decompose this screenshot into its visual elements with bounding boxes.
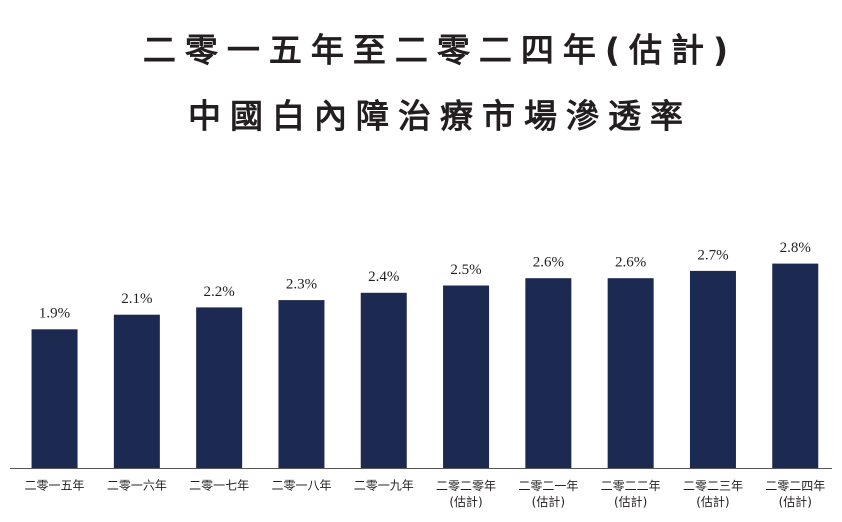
bar	[360, 292, 407, 468]
bar	[689, 270, 736, 468]
x-tick-label: 二零一六年	[107, 479, 167, 493]
bar	[607, 278, 654, 468]
bar	[443, 285, 490, 468]
value-label: 2.5%	[450, 262, 481, 278]
value-label: 2.6%	[533, 255, 564, 271]
bar	[113, 314, 160, 468]
chart-title: 二零一五年至二零二四年(估計)	[143, 31, 737, 70]
bar	[196, 307, 243, 468]
value-label: 2.6%	[615, 255, 646, 271]
value-label: 2.1%	[121, 291, 152, 307]
x-tick-label: 二零一五年	[25, 479, 85, 493]
value-label: 2.7%	[697, 247, 728, 263]
x-tick-label: 二零一九年	[354, 479, 414, 493]
value-label: 2.4%	[368, 269, 399, 285]
bar	[278, 300, 325, 468]
value-label: 2.8%	[780, 240, 811, 256]
x-tick-label: 二零二一年(估計)	[518, 479, 578, 509]
x-tick-label: 二零二三年(估計)	[683, 479, 743, 509]
chart-subtitle: 中國白內障治療市場滲透率	[188, 97, 692, 136]
x-tick-label: 二零二四年(估計)	[765, 479, 825, 509]
value-label: 2.3%	[286, 277, 317, 293]
value-label: 1.9%	[39, 306, 70, 322]
x-tick-label: 二零一七年	[189, 479, 249, 493]
x-tick-label: 二零二零年(估計)	[436, 479, 496, 509]
bar	[525, 278, 572, 468]
x-tick-label: 二零二二年(估計)	[601, 479, 661, 509]
x-tick-label: 二零一八年	[271, 479, 331, 493]
bar	[31, 329, 78, 468]
value-label: 2.2%	[204, 284, 235, 300]
bar	[772, 263, 819, 468]
